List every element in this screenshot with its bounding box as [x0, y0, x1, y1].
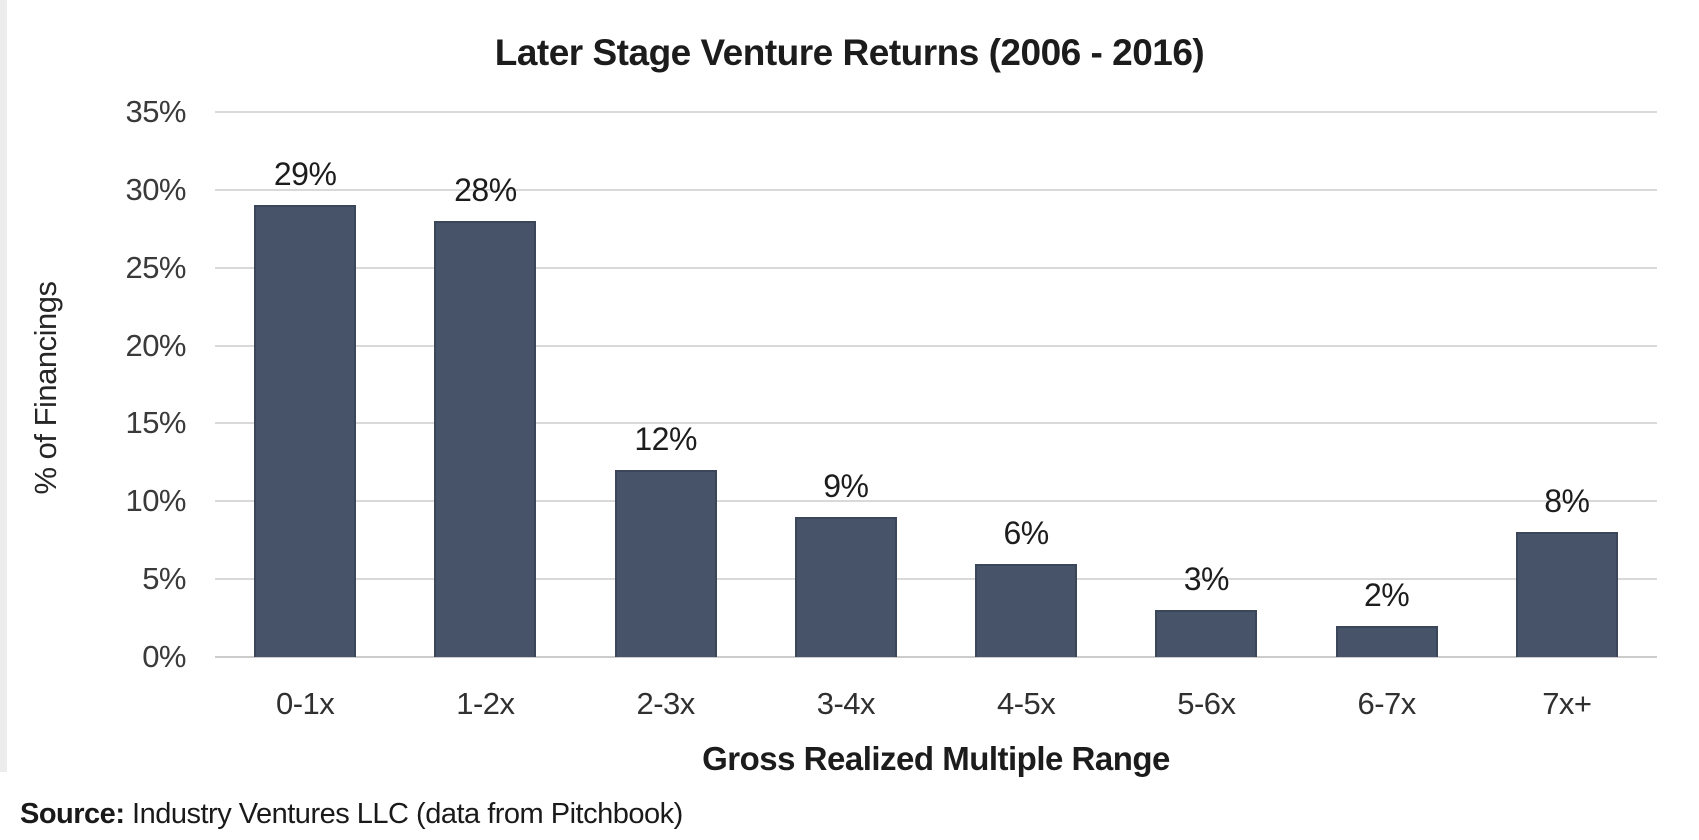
y-tick-label: 0% — [142, 639, 186, 674]
bar-value-label: 12% — [634, 421, 697, 458]
bar-slot: 6% — [936, 112, 1116, 657]
bar-slot: 28% — [395, 112, 575, 657]
bar-slot: 12% — [576, 112, 756, 657]
y-tick-label: 35% — [125, 94, 186, 129]
gridline — [215, 111, 1657, 113]
bar-3-4x — [794, 516, 897, 657]
x-tick-label: 6-7x — [1357, 686, 1416, 721]
bar-7x+ — [1515, 532, 1618, 657]
x-axis-line — [215, 656, 1657, 658]
x-axis-title: Gross Realized Multiple Range — [702, 740, 1170, 777]
bar-slot: 8% — [1477, 112, 1657, 657]
bar-value-label: 29% — [273, 156, 337, 193]
y-tick-label: 10% — [125, 483, 186, 519]
bar-0-1x — [254, 205, 357, 657]
x-tick-label: 1-2x — [456, 686, 515, 721]
bar-6-7x — [1335, 625, 1438, 657]
y-axis-tick-labels: 35% 30% 25% 20% 15% 10% 5% 0% — [0, 94, 186, 674]
y-tick-label: 25% — [125, 249, 186, 285]
bar-value-label: 28% — [454, 172, 517, 208]
x-tick-label: 2-3x — [636, 686, 695, 721]
y-tick-label: 5% — [142, 561, 186, 597]
y-tick-label: 30% — [125, 171, 186, 207]
plot-area: 29% 28% 12% 9% 6% 3% 2% 8% — [215, 111, 1657, 658]
bar-slot: 9% — [756, 112, 936, 657]
gridline — [215, 578, 1657, 581]
bar-slot: 2% — [1297, 112, 1477, 657]
y-tick-label: 20% — [125, 327, 186, 363]
bar-slot: 29% — [215, 112, 395, 657]
bar-slot: 3% — [1116, 112, 1296, 657]
bar-value-label: 2% — [1364, 576, 1410, 613]
x-tick-label: 4-5x — [996, 686, 1056, 721]
bar-5-6x — [1155, 610, 1258, 657]
source-text: Industry Ventures LLC (data from Pitchbo… — [124, 798, 683, 830]
bar-2-3x — [614, 470, 717, 657]
x-tick-label: 7x+ — [1542, 686, 1592, 721]
bar-value-label: 3% — [1183, 561, 1230, 598]
bar-value-label: 9% — [823, 467, 869, 504]
bar-4-5x — [975, 563, 1078, 657]
bar-value-label: 8% — [1544, 483, 1590, 520]
x-axis-tick-labels: 0-1x 1-2x 2-3x 3-4x 4-5x 5-6x 6-7x 7x+ — [215, 686, 1657, 728]
gridline — [215, 422, 1657, 425]
chart-title: Later Stage Venture Returns (2006 - 2016… — [494, 32, 1205, 73]
source-note: Source: Industry Ventures LLC (data from… — [20, 798, 683, 831]
x-tick-label: 5-6x — [1177, 686, 1236, 721]
y-tick-label: 15% — [125, 405, 186, 441]
bar-value-label: 6% — [1003, 514, 1050, 551]
bar-1-2x — [434, 221, 537, 657]
gridline — [215, 500, 1657, 503]
gridline — [215, 344, 1657, 347]
x-tick-label: 0-1x — [275, 686, 335, 721]
left-edge-strip — [0, 0, 7, 772]
gridline — [215, 188, 1657, 191]
x-tick-label: 3-4x — [816, 686, 876, 721]
gridline — [215, 266, 1657, 269]
source-label: Source: — [20, 798, 125, 830]
